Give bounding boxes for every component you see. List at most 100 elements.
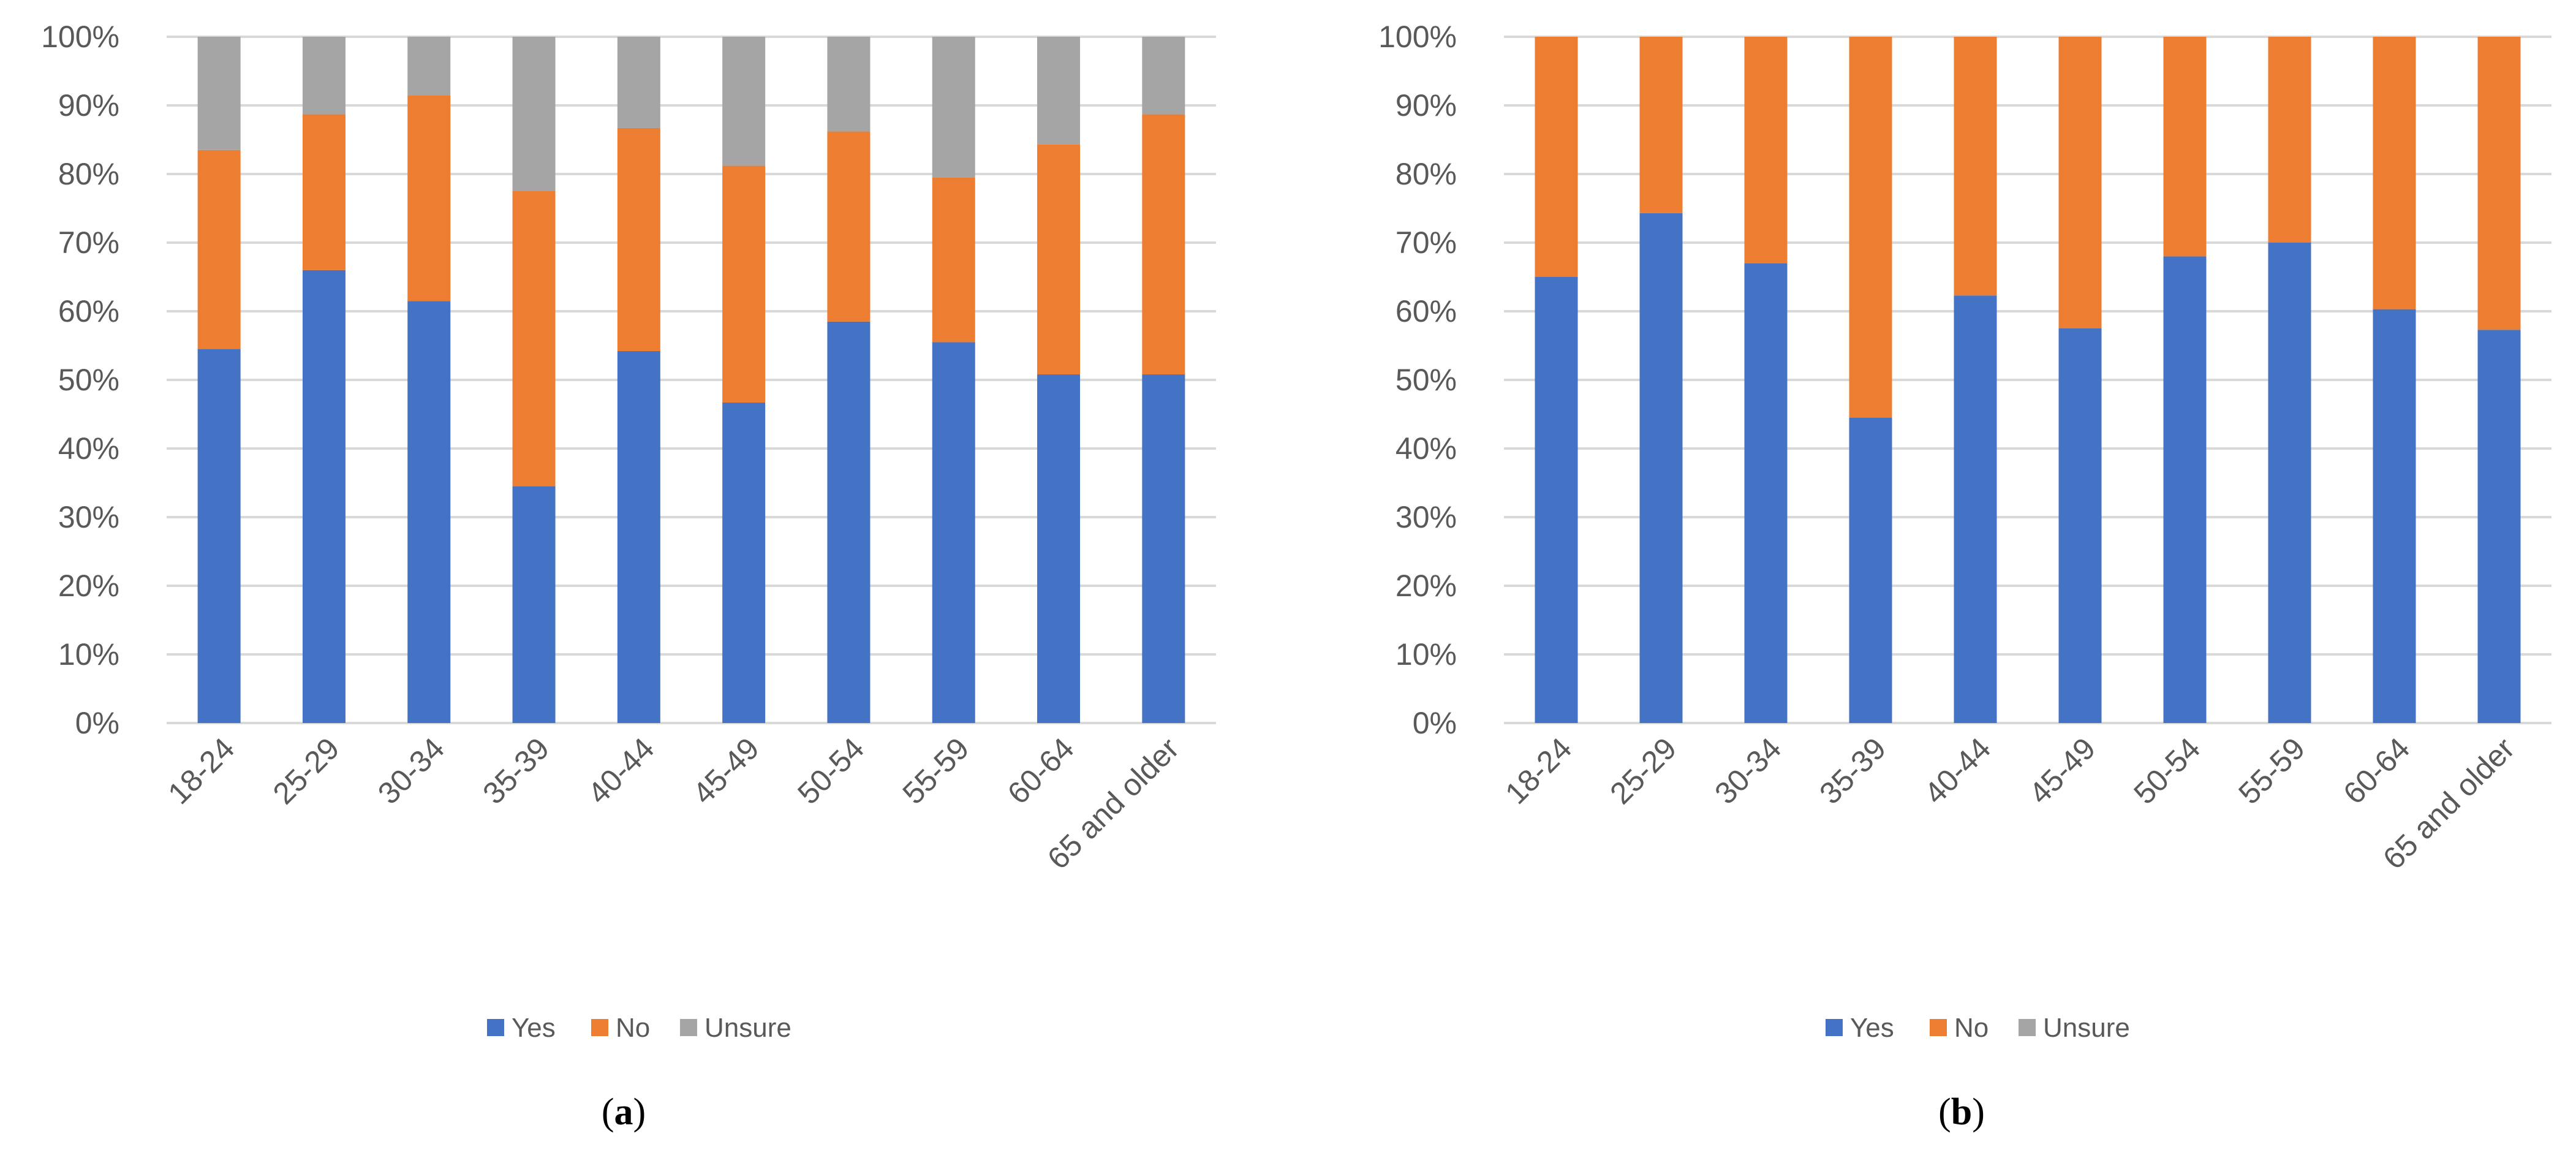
bar-no-65-and-older xyxy=(1142,114,1185,375)
x-tick-label: 45-49 xyxy=(686,731,766,811)
bar-no-30-34 xyxy=(407,95,451,301)
bar-unsure-50-54 xyxy=(827,37,871,132)
legend-label-unsure: Unsure xyxy=(2043,1013,2130,1043)
y-tick-label: 40% xyxy=(1396,431,1457,466)
x-tick-label: 18-24 xyxy=(161,731,241,811)
y-tick-label: 60% xyxy=(58,294,119,328)
bar-no-60-64 xyxy=(2373,37,2416,309)
bar-no-25-29 xyxy=(302,114,346,270)
x-tick-label: 30-34 xyxy=(1708,731,1788,811)
y-tick-label: 0% xyxy=(1413,706,1457,740)
y-tick-label: 10% xyxy=(58,637,119,672)
bar-no-18-24 xyxy=(197,150,241,349)
y-tick-label: 80% xyxy=(58,157,119,191)
bar-unsure-40-44 xyxy=(617,37,660,128)
bar-unsure-25-29 xyxy=(302,37,346,115)
x-tick-label: 60-64 xyxy=(2336,731,2416,811)
bar-yes-65-and-older xyxy=(1142,374,1185,723)
bar-yes-40-44 xyxy=(1954,295,1997,723)
x-tick-label: 30-34 xyxy=(371,731,451,811)
bar-yes-18-24 xyxy=(1535,277,1578,723)
legend-swatch-yes xyxy=(1826,1019,1843,1036)
x-tick-label: 45-49 xyxy=(2022,731,2102,811)
legend-label-unsure: Unsure xyxy=(704,1013,791,1043)
bar-no-40-44 xyxy=(617,127,660,351)
panel-caption: (a) xyxy=(602,1091,646,1133)
bar-unsure-55-59 xyxy=(932,37,975,178)
bar-yes-25-29 xyxy=(302,270,346,723)
chart-b: 0% 10% 20% 30% 40% 50% 60% 70% 80% 90% 100% 18-24 25… xyxy=(1378,20,2551,1133)
bar-yes-55-59 xyxy=(932,342,975,723)
y-tick-label: 20% xyxy=(58,569,119,603)
bar-no-60-64 xyxy=(1037,144,1081,375)
bar-yes-60-64 xyxy=(1037,374,1081,723)
y-tick-label: 90% xyxy=(1396,88,1457,123)
bar-no-65-and-older xyxy=(2477,37,2521,330)
x-tick-label: 40-44 xyxy=(581,731,661,811)
bar-yes-45-49 xyxy=(2058,328,2102,723)
bar-yes-30-34 xyxy=(1744,263,1788,724)
x-tick-label: 25-29 xyxy=(1603,731,1683,811)
legend-swatch-no xyxy=(591,1019,608,1036)
y-tick-label: 60% xyxy=(1396,294,1457,328)
x-tick-label: 55-59 xyxy=(2232,731,2311,811)
bar-unsure-45-49 xyxy=(722,37,766,166)
y-tick-label: 100% xyxy=(41,20,119,54)
y-tick-label: 0% xyxy=(75,706,119,740)
legend-swatch-unsure xyxy=(680,1019,697,1036)
bar-yes-35-39 xyxy=(512,486,556,723)
y-tick-label: 80% xyxy=(1396,157,1457,191)
bar-yes-45-49 xyxy=(722,402,766,723)
legend-label-yes: Yes xyxy=(1850,1013,1894,1043)
bar-yes-35-39 xyxy=(1849,417,1892,723)
bar-yes-55-59 xyxy=(2268,243,2311,723)
bar-no-50-54 xyxy=(827,131,871,322)
y-tick-label: 30% xyxy=(58,500,119,534)
bar-unsure-35-39 xyxy=(512,37,556,191)
y-tick-label: 30% xyxy=(1396,500,1457,534)
y-tick-label: 20% xyxy=(1396,569,1457,603)
bar-yes-25-29 xyxy=(1639,213,1683,724)
bar-yes-50-54 xyxy=(2163,256,2207,723)
bar-no-18-24 xyxy=(1535,37,1578,277)
legend-label-yes: Yes xyxy=(512,1013,556,1043)
bar-yes-50-54 xyxy=(827,321,871,723)
bar-no-30-34 xyxy=(1744,37,1788,263)
bar-no-45-49 xyxy=(2058,37,2102,328)
bar-unsure-60-64 xyxy=(1037,37,1081,145)
bar-yes-30-34 xyxy=(407,301,451,723)
y-tick-label: 10% xyxy=(1396,637,1457,672)
x-tick-label: 35-39 xyxy=(1813,731,1892,811)
legend-label-no: No xyxy=(1954,1013,1989,1043)
legend-label-no: No xyxy=(616,1013,650,1043)
y-tick-label: 90% xyxy=(58,88,119,123)
y-tick-label: 100% xyxy=(1378,20,1457,54)
bar-unsure-18-24 xyxy=(197,37,241,150)
bar-no-55-59 xyxy=(2268,37,2311,243)
bar-yes-18-24 xyxy=(197,349,241,723)
bar-unsure-65-and-older xyxy=(1142,37,1185,115)
x-tick-label: 55-59 xyxy=(896,731,975,811)
bar-unsure-30-34 xyxy=(407,37,451,96)
bar-yes-40-44 xyxy=(617,350,660,723)
bar-no-55-59 xyxy=(932,177,975,343)
x-tick-label: 25-29 xyxy=(266,731,346,811)
x-tick-label: 40-44 xyxy=(1917,731,1997,811)
y-tick-label: 50% xyxy=(1396,363,1457,397)
x-tick-label: 18-24 xyxy=(1498,731,1578,811)
bar-no-45-49 xyxy=(722,165,766,403)
y-tick-label: 40% xyxy=(58,431,119,466)
y-tick-label: 70% xyxy=(1396,225,1457,260)
legend-swatch-unsure xyxy=(2019,1019,2036,1036)
legend-swatch-yes xyxy=(487,1019,504,1036)
legend-swatch-no xyxy=(1930,1019,1947,1036)
x-tick-label: 35-39 xyxy=(476,731,556,811)
bar-no-35-39 xyxy=(512,191,556,487)
x-tick-label: 50-54 xyxy=(791,731,871,811)
chart-a: 0% 10% 20% 30% 40% 50% 60% 70% 80% 90% 100% 18-24 25… xyxy=(41,20,1216,1133)
y-tick-label: 50% xyxy=(58,363,119,397)
bar-yes-65-and-older xyxy=(2477,330,2521,723)
bar-no-40-44 xyxy=(1954,37,1997,296)
bar-yes-60-64 xyxy=(2373,309,2416,723)
